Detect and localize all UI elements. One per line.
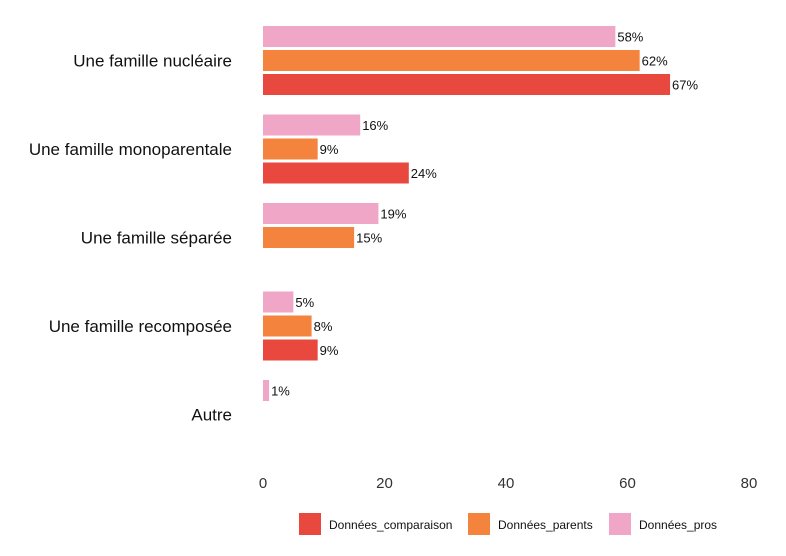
legend: Données_comparaison Données_parents Donnée… bbox=[299, 513, 717, 535]
category-labels: Une famille nucléaire Une famille monopar… bbox=[29, 52, 232, 425]
bar-donnees-parents-une-famille-nucleaire bbox=[263, 50, 640, 71]
value-label-donnees-pros-autre: 1% bbox=[271, 384, 290, 399]
bar-donnees-pros-une-famille-recomposee bbox=[263, 291, 294, 313]
value-label-donnees-pros-une-famille-recomposee: 5% bbox=[295, 295, 314, 310]
value-label-donnees-pros-une-famille-monoparentale: 16% bbox=[362, 118, 388, 133]
x-tick-label-0: 0 bbox=[259, 475, 267, 492]
category-label-une-famille-nucleaire: Une famille nucléaire bbox=[73, 52, 232, 71]
bar-donnees-pros-une-famille-separee bbox=[263, 203, 379, 224]
value-label-donnees-pros-une-famille-separee: 19% bbox=[380, 207, 406, 222]
bar-donnees-parents-une-famille-separee bbox=[263, 227, 355, 248]
value-labels: 58% 62% 67% 16% 9% 24% 19% 15% 5%8% 9% 1% bbox=[271, 30, 698, 399]
bar-donnees-comparaison-une-famille-recomposee bbox=[263, 339, 318, 361]
legend-label-donnees-comparaison: Données_comparaison bbox=[329, 518, 452, 532]
category-label-une-famille-separee: Une famille séparée bbox=[81, 229, 232, 248]
category-label-autre: Autre bbox=[191, 406, 232, 425]
legend-swatch-donnees-parents bbox=[468, 513, 490, 535]
bars bbox=[263, 26, 671, 401]
value-label-donnees-pros-une-famille-nucleaire: 58% bbox=[617, 30, 643, 45]
x-tick-label-20: 20 bbox=[376, 475, 393, 492]
category-label-une-famille-monoparentale: Une famille monoparentale bbox=[29, 140, 232, 159]
bar-donnees-parents-une-famille-monoparentale bbox=[263, 138, 318, 160]
value-label-donnees-parents-une-famille-recomposee: 8% bbox=[314, 319, 333, 334]
bar-donnees-parents-une-famille-recomposee bbox=[263, 315, 312, 337]
value-label-donnees-comparaison-une-famille-nucleaire: 67% bbox=[672, 78, 698, 93]
value-label-donnees-parents-une-famille-monoparentale: 9% bbox=[320, 142, 339, 157]
legend-label-donnees-parents: Données_parents bbox=[498, 518, 593, 532]
bar-donnees-comparaison-une-famille-monoparentale bbox=[263, 162, 409, 184]
bar-donnees-pros-une-famille-monoparentale bbox=[263, 114, 361, 136]
x-tick-label-40: 40 bbox=[498, 475, 515, 492]
category-label-une-famille-recomposee: Une famille recomposée bbox=[49, 317, 232, 336]
value-label-donnees-comparaison-une-famille-recomposee: 9% bbox=[320, 343, 339, 358]
legend-label-donnees-pros: Données_pros bbox=[639, 518, 717, 532]
bar-donnees-comparaison-une-famille-nucleaire bbox=[263, 74, 671, 95]
bar-donnees-pros-autre bbox=[263, 380, 270, 401]
x-tick-label-60: 60 bbox=[619, 475, 636, 492]
x-axis-ticks: 0 20 40 60 80 bbox=[259, 475, 758, 492]
value-label-donnees-parents-une-famille-nucleaire: 62% bbox=[642, 54, 668, 69]
legend-swatch-donnees-comparaison bbox=[299, 513, 321, 535]
x-tick-label-80: 80 bbox=[741, 475, 758, 492]
value-label-donnees-parents-une-famille-separee: 15% bbox=[356, 231, 382, 246]
bar-donnees-pros-une-famille-nucleaire bbox=[263, 26, 616, 47]
legend-swatch-donnees-pros bbox=[609, 513, 631, 535]
value-label-donnees-comparaison-une-famille-monoparentale: 24% bbox=[411, 166, 437, 181]
